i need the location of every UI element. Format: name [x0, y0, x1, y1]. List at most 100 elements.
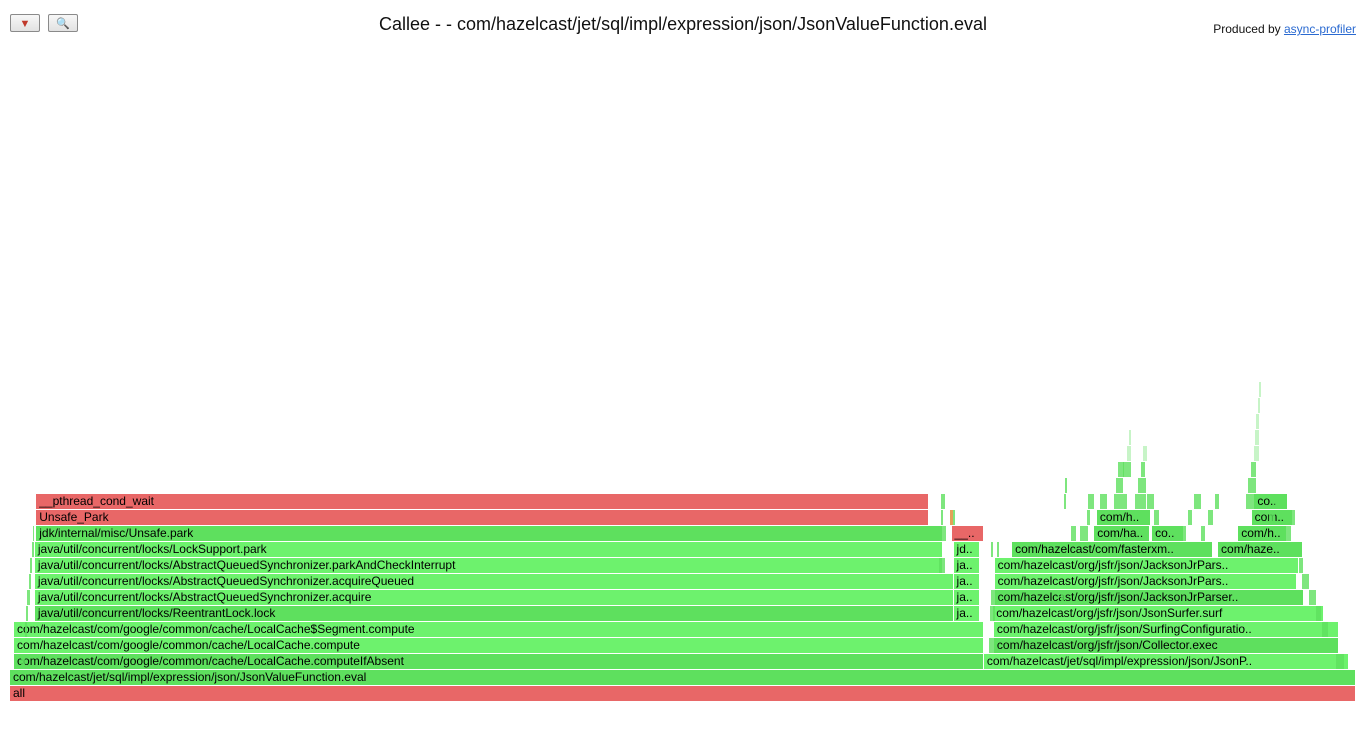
- flame-frame-sliver[interactable]: [952, 510, 955, 525]
- flame-frame-sliver[interactable]: [1207, 510, 1214, 525]
- flame-frame-sliver[interactable]: [1329, 638, 1338, 653]
- flame-frame-sliver[interactable]: [1117, 462, 1125, 477]
- flame-frame-sliver[interactable]: [991, 542, 994, 557]
- flame-frame-sliver[interactable]: [1181, 526, 1187, 541]
- flame-frame[interactable]: com/hazelcast/org/jsfr/json/JacksonJrPar…: [994, 558, 1299, 573]
- flame-frame[interactable]: jdk/internal/misc/Unsafe.park: [36, 526, 943, 541]
- flame-frame-sliver[interactable]: [1128, 430, 1132, 445]
- flame-frame-sliver[interactable]: [1116, 478, 1124, 493]
- flame-frame-sliver[interactable]: [1127, 446, 1132, 461]
- flame-frame[interactable]: com/haze..: [1218, 542, 1303, 557]
- flame-frame[interactable]: java/util/concurrent/locks/AbstractQueue…: [34, 574, 954, 589]
- flame-frame-sliver[interactable]: [1299, 558, 1304, 573]
- flame-frame-sliver[interactable]: [1080, 526, 1089, 541]
- flame-frame[interactable]: com/ha..: [1094, 526, 1151, 541]
- flame-frame[interactable]: com/hazelcast/com/google/common/cache/Lo…: [14, 638, 984, 653]
- flame-frame-sliver[interactable]: [1322, 622, 1328, 637]
- flame-frame[interactable]: __pthread_cond_wait: [36, 494, 930, 509]
- flame-frame-sliver[interactable]: [950, 510, 954, 525]
- flame-frame-sliver[interactable]: [940, 606, 945, 621]
- flame-frame-sliver[interactable]: [23, 654, 26, 669]
- flame-frame-sliver[interactable]: [1135, 494, 1147, 509]
- flame-frame-sliver[interactable]: [1259, 382, 1262, 397]
- flame-frame[interactable]: all: [10, 686, 1356, 701]
- flame-frame-sliver[interactable]: [32, 526, 34, 541]
- flame-frame-sliver[interactable]: [1245, 494, 1256, 509]
- flame-frame-sliver[interactable]: [1308, 590, 1316, 605]
- flame-frame[interactable]: jd..: [953, 542, 980, 557]
- flame-frame-sliver[interactable]: [31, 542, 34, 557]
- flame-frame-sliver[interactable]: [1140, 462, 1145, 477]
- flame-frame-sliver[interactable]: [30, 558, 33, 573]
- flame-frame-sliver[interactable]: [941, 510, 944, 525]
- flame-frame[interactable]: ja..: [953, 606, 980, 621]
- flame-frame-sliver[interactable]: [1137, 478, 1146, 493]
- async-profiler-link[interactable]: async-profiler: [1283, 22, 1356, 36]
- flame-frame-sliver[interactable]: [1070, 526, 1077, 541]
- flame-frame-sliver[interactable]: [1100, 494, 1107, 509]
- flame-frame[interactable]: co..: [1152, 526, 1184, 541]
- flame-frame-sliver[interactable]: [1302, 574, 1309, 589]
- flame-frame-sliver[interactable]: [1256, 414, 1260, 429]
- flame-frame[interactable]: com/h..: [1096, 510, 1151, 525]
- flame-frame-sliver[interactable]: [1065, 478, 1068, 493]
- reverse-toggle-button[interactable]: ▼: [10, 14, 40, 32]
- flame-frame-sliver[interactable]: [1257, 398, 1260, 413]
- flame-frame-sliver[interactable]: [1143, 446, 1148, 461]
- flame-frame-sliver[interactable]: [28, 574, 31, 589]
- flame-frame-sliver[interactable]: [1201, 526, 1206, 541]
- flame-frame[interactable]: ja..: [953, 574, 980, 589]
- flame-frame-sliver[interactable]: [1255, 430, 1260, 445]
- flame-frame-sliver[interactable]: [1123, 462, 1132, 477]
- flame-frame[interactable]: java/util/concurrent/locks/LockSupport.p…: [34, 542, 943, 557]
- flame-frame[interactable]: com/hazelcast/com/google/common/cache/Lo…: [14, 654, 984, 669]
- flame-frame-sliver[interactable]: [1275, 494, 1281, 509]
- flame-frame-sliver[interactable]: [1335, 654, 1344, 669]
- flame-frame-sliver[interactable]: [1291, 510, 1296, 525]
- flame-frame[interactable]: co..: [1254, 494, 1289, 509]
- flame-frame-sliver[interactable]: [20, 654, 22, 669]
- flame-frame-sliver[interactable]: [1187, 510, 1192, 525]
- flame-frame-sliver[interactable]: [1214, 494, 1219, 509]
- flame-frame-sliver[interactable]: [996, 542, 999, 557]
- flame-frame-sliver[interactable]: [22, 654, 24, 669]
- flame-frame-sliver[interactable]: [1113, 494, 1128, 509]
- flame-frame-sliver[interactable]: [1251, 462, 1257, 477]
- flame-frame-sliver[interactable]: [1061, 590, 1064, 605]
- flame-frame-sliver[interactable]: [941, 494, 946, 509]
- flame-frame[interactable]: com/hazelcast/org/jsfr/json/Collector.ex…: [993, 638, 1340, 653]
- flame-frame[interactable]: Unsafe_Park: [36, 510, 930, 525]
- search-button[interactable]: 🔍: [48, 14, 78, 32]
- flame-frame[interactable]: com/hazelcast/com/google/common/cache/Lo…: [14, 622, 984, 637]
- flame-frame[interactable]: com/h..: [1238, 526, 1288, 541]
- flame-frame-sliver[interactable]: [1154, 510, 1160, 525]
- flame-frame-sliver[interactable]: [938, 558, 945, 573]
- flame-frame-sliver[interactable]: [1147, 494, 1155, 509]
- flame-frame[interactable]: ja..: [953, 590, 980, 605]
- flame-frame[interactable]: com/hazelcast/com/fasterxm..: [1012, 542, 1214, 557]
- flame-frame-sliver[interactable]: [940, 526, 947, 541]
- flame-frame-sliver[interactable]: [1086, 510, 1091, 525]
- flame-frame-sliver[interactable]: [1253, 446, 1260, 461]
- flame-frame[interactable]: com/hazelcast/jet/sql/impl/expression/js…: [10, 670, 1356, 685]
- flame-frame-sliver[interactable]: [1088, 494, 1094, 509]
- flame-frame[interactable]: ja..: [953, 558, 980, 573]
- flame-frame-sliver[interactable]: [989, 606, 996, 621]
- flame-frame-sliver[interactable]: [1248, 478, 1257, 493]
- flame-frame-sliver[interactable]: [1315, 606, 1321, 621]
- flame-frame-sliver[interactable]: [1268, 510, 1276, 525]
- flame-frame[interactable]: com/hazelcast/org/jsfr/json/SurfingConfi…: [993, 622, 1340, 637]
- flame-frame[interactable]: com/hazelcast/org/jsfr/json/JsonSurfer.s…: [993, 606, 1325, 621]
- flame-frame-sliver[interactable]: [1286, 526, 1292, 541]
- flame-frame-sliver[interactable]: [1295, 542, 1301, 557]
- flame-frame[interactable]: java/util/concurrent/locks/AbstractQueue…: [34, 558, 943, 573]
- flame-frame[interactable]: com/hazelcast/org/jsfr/json/JacksonJrPar…: [994, 574, 1298, 589]
- flame-frame[interactable]: com/hazelcast/jet/sql/impl/expression/js…: [983, 654, 1349, 669]
- flame-frame[interactable]: java/util/concurrent/locks/ReentrantLock…: [34, 606, 954, 621]
- flame-frame[interactable]: com/hazelcast/org/jsfr/json/JacksonJrPar…: [994, 590, 1305, 605]
- flame-frame[interactable]: java/util/concurrent/locks/AbstractQueue…: [34, 590, 954, 605]
- flame-frame-sliver[interactable]: [1194, 494, 1202, 509]
- flame-frame-sliver[interactable]: [1063, 494, 1066, 509]
- flame-frame-sliver[interactable]: [24, 622, 27, 637]
- flame-frame[interactable]: __..: [951, 526, 985, 541]
